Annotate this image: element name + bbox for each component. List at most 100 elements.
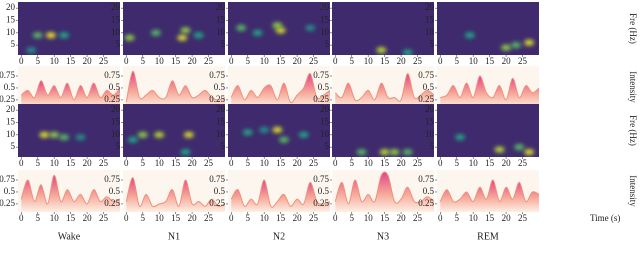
x-tick-label: 15 <box>66 56 76 66</box>
hotspot <box>278 136 289 143</box>
y-tick-label: 0.75 <box>0 70 16 80</box>
x-tick-label: 25 <box>204 213 214 223</box>
curve <box>20 80 120 108</box>
hotspot <box>180 149 191 156</box>
x-tick-label: 10 <box>364 56 374 66</box>
x-tick-label: 5 <box>349 213 354 223</box>
hotspot <box>150 29 161 36</box>
x-tick-label: 10 <box>364 213 374 223</box>
spectrogram-bg <box>332 2 434 55</box>
spectrogram-bg <box>437 2 539 55</box>
y-tick-label: 20 <box>111 104 121 114</box>
hotspot <box>379 149 390 156</box>
x-tick-label: 25 <box>518 158 528 168</box>
intensity-area <box>335 171 434 212</box>
x-tick-label: 10 <box>469 158 479 168</box>
y-tick-label: 15 <box>111 15 121 25</box>
curve <box>125 177 225 212</box>
y-tick-label: 5 <box>325 39 330 49</box>
x-tick-label: 5 <box>245 213 250 223</box>
hotspot <box>389 149 400 156</box>
x-tick-label: 0 <box>19 213 24 223</box>
hotspot <box>59 134 70 141</box>
x-tick-label: 20 <box>397 213 407 223</box>
y-tick-label: 10 <box>111 129 121 139</box>
x-tick-label: 5 <box>140 56 145 66</box>
hotspot <box>514 144 525 151</box>
x-tick-label: 10 <box>260 158 270 168</box>
hotspot <box>356 149 367 156</box>
y-tick-label: 5 <box>430 39 435 49</box>
y-tick-label: 0.75 <box>418 174 434 184</box>
x-tick-label: 10 <box>260 56 270 66</box>
hotspots <box>455 134 535 156</box>
hotspot <box>501 44 512 51</box>
y-tick-label: 5 <box>221 39 226 49</box>
x-tick-label: 25 <box>518 213 528 223</box>
y-tick-label: 0.25 <box>209 198 225 208</box>
x-tick-label: 20 <box>293 213 303 223</box>
y-tick-label: 0.75 <box>313 174 329 184</box>
y-tick-label: 20 <box>320 104 330 114</box>
x-tick-label: 0 <box>124 56 129 66</box>
x-tick-label: 20 <box>83 56 93 66</box>
y-tick-label: 0.75 <box>0 174 16 184</box>
hotspot <box>252 29 263 36</box>
x-tick-label: 15 <box>380 56 390 66</box>
y-tick-label: 20 <box>111 2 121 12</box>
x-tick-label: 0 <box>333 213 338 223</box>
x-tick-label: 15 <box>276 56 286 66</box>
x-tick-label: 15 <box>171 213 181 223</box>
hotspots <box>39 131 86 141</box>
hotspots <box>26 32 70 54</box>
intensity-area <box>21 80 120 108</box>
hotspot <box>402 49 413 55</box>
x-tick-label: 5 <box>35 158 40 168</box>
spectrogram-bg <box>332 104 434 157</box>
intensity-line <box>20 80 120 101</box>
y-tick-label: 5 <box>116 141 121 151</box>
x-tick-label: 10 <box>469 56 479 66</box>
x-tick-label: 5 <box>35 213 40 223</box>
y-tick-label: 0.75 <box>104 174 120 184</box>
intensity-line <box>334 73 434 102</box>
hotspot <box>275 27 286 34</box>
y-tick-label: 5 <box>11 39 16 49</box>
x-tick-label: 15 <box>485 56 495 66</box>
y-tick-label: 10 <box>6 129 16 139</box>
y-tick-label: 20 <box>216 104 226 114</box>
axis-label: Fre (Hz) <box>628 115 638 146</box>
y-tick-label: 0.5 <box>423 82 435 92</box>
y-tick-label: 20 <box>425 2 435 12</box>
y-tick-label: 15 <box>320 117 330 127</box>
y-tick-label: 15 <box>216 15 226 25</box>
y-tick-label: 20 <box>6 2 16 12</box>
y-tick-label: 15 <box>425 15 435 25</box>
y-tick-label: 5 <box>221 141 226 151</box>
x-tick-label: 25 <box>413 213 423 223</box>
hotspots <box>236 22 316 36</box>
x-tick-label: 10 <box>260 213 270 223</box>
x-tick-label: 20 <box>188 213 198 223</box>
x-tick-label: 5 <box>245 56 250 66</box>
hotspot <box>236 24 247 31</box>
y-tick-label: 20 <box>6 104 16 114</box>
hotspot <box>272 22 283 29</box>
hotspot <box>45 32 56 39</box>
x-tick-label: 15 <box>380 213 390 223</box>
x-tick-label: 20 <box>502 158 512 168</box>
curve <box>230 73 330 108</box>
x-tick-label: 25 <box>99 56 109 66</box>
curve <box>440 75 539 108</box>
x-tick-label: 15 <box>485 213 495 223</box>
hotspot <box>59 32 70 39</box>
x-tick-label: 20 <box>83 213 93 223</box>
hotspot <box>75 134 86 141</box>
hotspots <box>356 149 413 156</box>
intensity-line <box>439 179 539 203</box>
stage-label: REM <box>477 231 499 242</box>
x-tick-label: 15 <box>380 158 390 168</box>
x-tick-label: 25 <box>309 213 319 223</box>
x-tick-label: 20 <box>83 158 93 168</box>
x-tick-label: 0 <box>438 56 443 66</box>
